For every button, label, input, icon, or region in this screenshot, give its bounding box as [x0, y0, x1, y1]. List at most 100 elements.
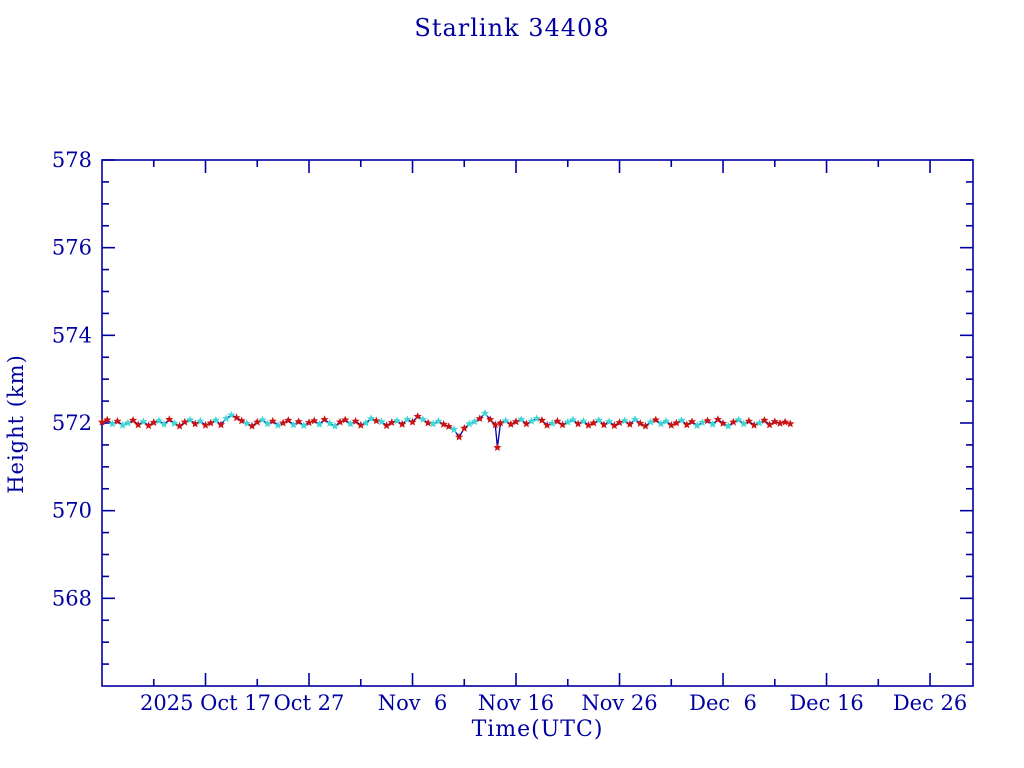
data-marker-red	[320, 415, 329, 423]
data-marker-cyan	[449, 425, 458, 434]
data-marker-cyan	[258, 415, 267, 424]
data-marker-red	[424, 418, 433, 427]
data-marker-red	[336, 417, 345, 426]
data-marker-red	[175, 421, 184, 430]
data-marker-red	[553, 416, 562, 425]
data-marker-cyan	[315, 420, 324, 428]
data-marker-red	[687, 417, 697, 426]
data-marker-cyan	[662, 416, 671, 425]
data-marker-cyan	[548, 419, 557, 427]
data-marker-red	[372, 416, 381, 425]
data-marker-red	[574, 419, 583, 428]
data-marker-cyan	[108, 419, 117, 428]
data-marker-red	[599, 420, 609, 429]
data-marker-cyan	[330, 421, 339, 430]
data-marker-cyan	[631, 415, 640, 423]
data-marker-red	[672, 418, 681, 427]
data-marker-red	[625, 420, 634, 428]
data-marker-cyan	[739, 419, 748, 428]
y-tick-label: 568	[52, 586, 92, 610]
data-marker-red	[180, 417, 189, 426]
data-marker-cyan	[563, 417, 572, 426]
data-marker-red	[615, 418, 624, 426]
data-marker-red	[387, 418, 396, 426]
data-marker-cyan	[724, 421, 733, 430]
data-marker-cyan	[579, 416, 588, 425]
data-marker-cyan	[480, 409, 490, 417]
data-marker-cyan	[527, 416, 536, 425]
data-marker-red	[506, 420, 515, 428]
data-marker-cyan	[755, 418, 764, 427]
y-tick-label: 572	[52, 411, 92, 435]
data-marker-red	[144, 421, 153, 430]
data-marker-cyan	[289, 420, 298, 429]
data-marker-red	[781, 417, 790, 426]
data-marker-red	[729, 417, 738, 426]
data-marker-red	[610, 421, 619, 430]
data-marker-red	[475, 414, 484, 423]
data-marker-red	[496, 418, 505, 427]
data-marker-cyan	[403, 415, 412, 423]
data-marker-cyan	[698, 418, 707, 426]
data-marker-red	[103, 415, 112, 424]
data-marker-cyan	[465, 419, 474, 428]
data-marker-red	[382, 421, 391, 430]
data-marker-red	[491, 420, 500, 429]
data-marker-cyan	[434, 416, 443, 425]
data-marker-cyan	[325, 419, 334, 427]
data-marker-red	[584, 420, 593, 429]
data-marker-cyan	[196, 416, 205, 425]
data-marker-red	[268, 416, 277, 425]
data-marker-red	[232, 413, 241, 422]
data-marker-red	[651, 415, 660, 424]
data-marker-cyan	[470, 417, 479, 426]
data-marker-red	[775, 419, 785, 427]
data-marker-red	[413, 412, 422, 420]
data-marker-red	[248, 421, 257, 430]
data-marker-red	[191, 419, 200, 428]
data-marker-red	[765, 420, 774, 429]
data-marker-red	[522, 419, 531, 428]
data-marker-cyan	[620, 416, 629, 425]
data-marker-red	[165, 415, 174, 423]
data-marker-red	[113, 416, 122, 425]
data-marker-red	[398, 420, 407, 428]
data-marker-red	[408, 417, 417, 426]
y-tick-label: 578	[52, 148, 92, 172]
data-marker-cyan	[392, 416, 402, 425]
data-marker-red	[206, 418, 215, 427]
data-marker-red	[129, 416, 138, 424]
y-tick-label: 574	[52, 323, 92, 347]
x-tick-label: Dec 26	[893, 691, 967, 715]
x-tick-label: Nov 16	[478, 691, 554, 715]
data-marker-red	[486, 415, 495, 423]
data-marker-cyan	[160, 420, 169, 428]
data-marker-cyan	[532, 414, 541, 423]
data-marker-red	[284, 416, 293, 424]
x-tick-label: Oct 27	[274, 691, 345, 715]
data-marker-red	[770, 417, 779, 426]
data-marker-red	[341, 415, 350, 424]
data-marker-red	[543, 420, 552, 429]
data-marker-red	[641, 421, 650, 430]
data-marker-cyan	[568, 415, 577, 424]
data-marker-red	[744, 416, 753, 425]
data-marker-cyan	[418, 415, 427, 423]
data-marker-cyan	[299, 421, 308, 430]
axis-frame	[101, 159, 974, 687]
x-tick-label: Dec 6	[689, 691, 757, 715]
data-marker-red	[537, 416, 546, 424]
data-marker-red	[351, 416, 360, 425]
data-marker-red	[682, 420, 691, 429]
data-marker-red	[460, 424, 469, 432]
data-marker-cyan	[594, 416, 603, 424]
data-marker-red	[216, 420, 226, 429]
data-marker-cyan	[429, 419, 438, 428]
y-tick-label: 576	[52, 236, 92, 260]
data-marker-cyan	[693, 421, 702, 430]
data-marker-cyan	[123, 418, 132, 427]
data-marker-red	[455, 432, 464, 441]
data-marker-cyan	[139, 417, 148, 426]
data-marker-red	[149, 418, 158, 426]
data-marker-red	[703, 416, 712, 425]
